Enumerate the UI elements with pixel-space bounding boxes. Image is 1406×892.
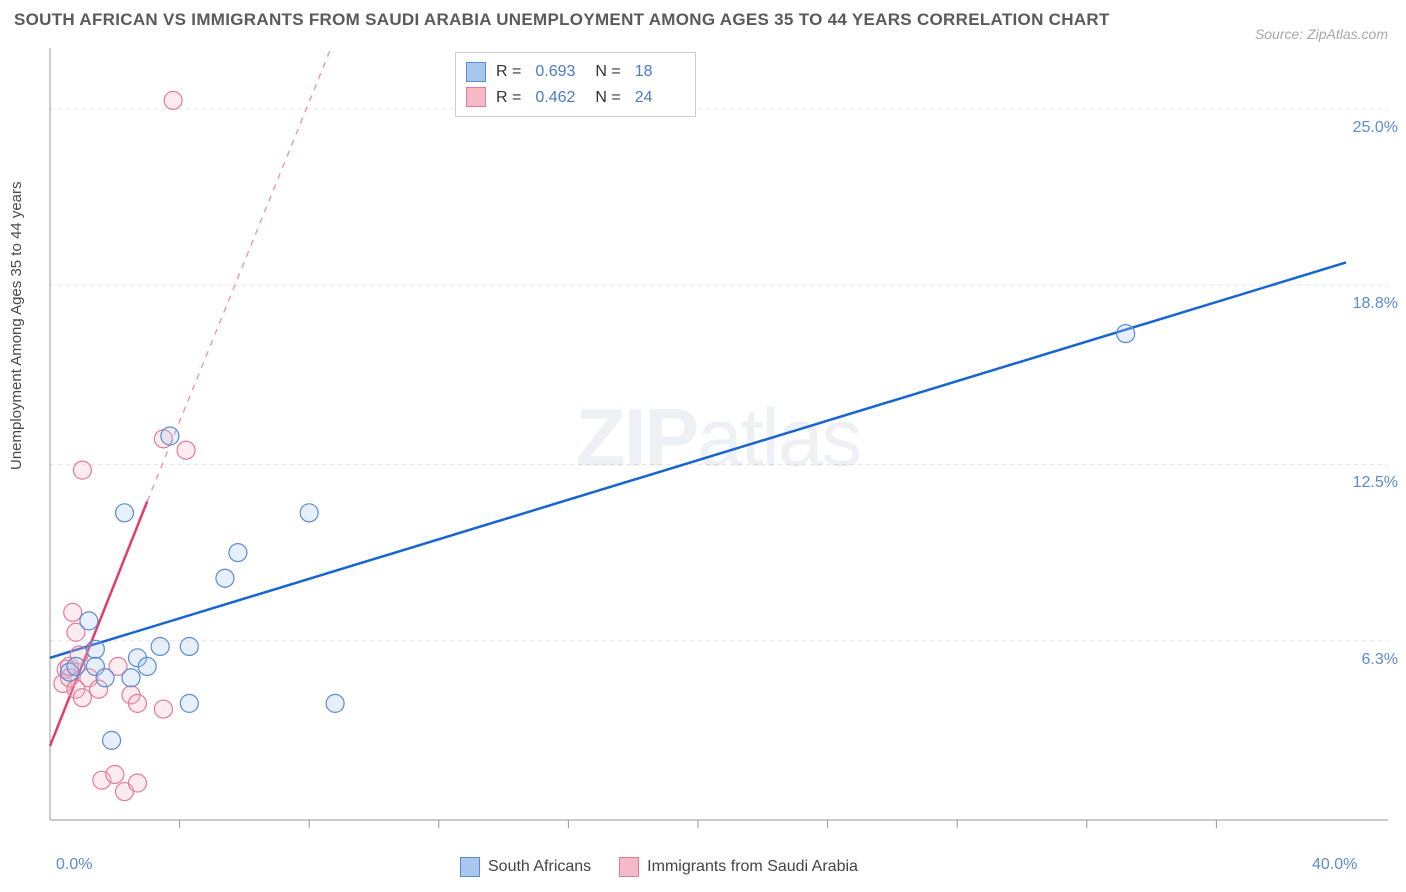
- legend-n-label: N =: [595, 59, 620, 85]
- y-tick-label: 18.8%: [1353, 295, 1398, 313]
- point-immigrants-saudi: [64, 603, 82, 621]
- point-south-africans: [86, 640, 104, 658]
- point-south-africans: [80, 612, 98, 630]
- point-south-africans: [151, 637, 169, 655]
- legend-swatch: [460, 857, 480, 877]
- point-south-africans: [180, 637, 198, 655]
- point-immigrants-saudi: [73, 689, 91, 707]
- legend-swatch: [466, 87, 486, 107]
- point-south-africans: [103, 731, 121, 749]
- point-immigrants-saudi: [106, 765, 124, 783]
- y-axis-label: Unemployment Among Ages 35 to 44 years: [8, 181, 25, 470]
- trendline-south-africans: [50, 262, 1346, 657]
- legend-n-value: 24: [635, 85, 685, 111]
- y-tick-label: 6.3%: [1362, 651, 1398, 669]
- point-immigrants-saudi: [128, 694, 146, 712]
- point-south-africans: [300, 504, 318, 522]
- legend-correlation-row: R = 0.462 N = 24: [466, 85, 685, 111]
- legend-series-label: South Africans: [488, 858, 591, 876]
- point-immigrants-saudi: [128, 774, 146, 792]
- legend-series-item: Immigrants from Saudi Arabia: [619, 857, 858, 877]
- point-south-africans: [326, 694, 344, 712]
- point-south-africans: [161, 427, 179, 445]
- point-south-africans: [116, 504, 134, 522]
- y-tick-label: 12.5%: [1353, 474, 1398, 492]
- legend-r-value: 0.693: [535, 59, 585, 85]
- y-tick-label: 25.0%: [1353, 119, 1398, 137]
- legend-swatch: [466, 62, 486, 82]
- legend-series-item: South Africans: [460, 857, 591, 877]
- point-south-africans: [229, 544, 247, 562]
- point-south-africans: [138, 657, 156, 675]
- point-south-africans: [96, 669, 114, 687]
- x-tick-label: 40.0%: [1312, 856, 1357, 874]
- scatter-chart-svg: [48, 48, 1388, 838]
- legend-swatch: [619, 857, 639, 877]
- legend-r-label: R =: [496, 85, 521, 111]
- point-south-africans: [67, 657, 85, 675]
- source-label: Source: ZipAtlas.com: [1255, 26, 1388, 42]
- point-south-africans: [216, 569, 234, 587]
- point-south-africans: [1117, 325, 1135, 343]
- legend-n-value: 18: [635, 59, 685, 85]
- x-tick-label: 0.0%: [56, 856, 92, 874]
- legend-series: South Africans Immigrants from Saudi Arab…: [460, 857, 858, 877]
- point-immigrants-saudi: [177, 441, 195, 459]
- legend-r-value: 0.462: [535, 85, 585, 111]
- legend-n-label: N =: [595, 85, 620, 111]
- point-immigrants-saudi: [154, 700, 172, 718]
- point-south-africans: [180, 694, 198, 712]
- legend-series-label: Immigrants from Saudi Arabia: [647, 858, 858, 876]
- chart-title: SOUTH AFRICAN VS IMMIGRANTS FROM SAUDI A…: [14, 10, 1110, 30]
- legend-correlation: R = 0.693 N = 18 R = 0.462 N = 24: [455, 52, 696, 117]
- legend-correlation-row: R = 0.693 N = 18: [466, 59, 685, 85]
- plot-area: ZIPatlas: [48, 48, 1388, 838]
- point-immigrants-saudi: [164, 91, 182, 109]
- legend-r-label: R =: [496, 59, 521, 85]
- point-south-africans: [122, 669, 140, 687]
- point-immigrants-saudi: [73, 461, 91, 479]
